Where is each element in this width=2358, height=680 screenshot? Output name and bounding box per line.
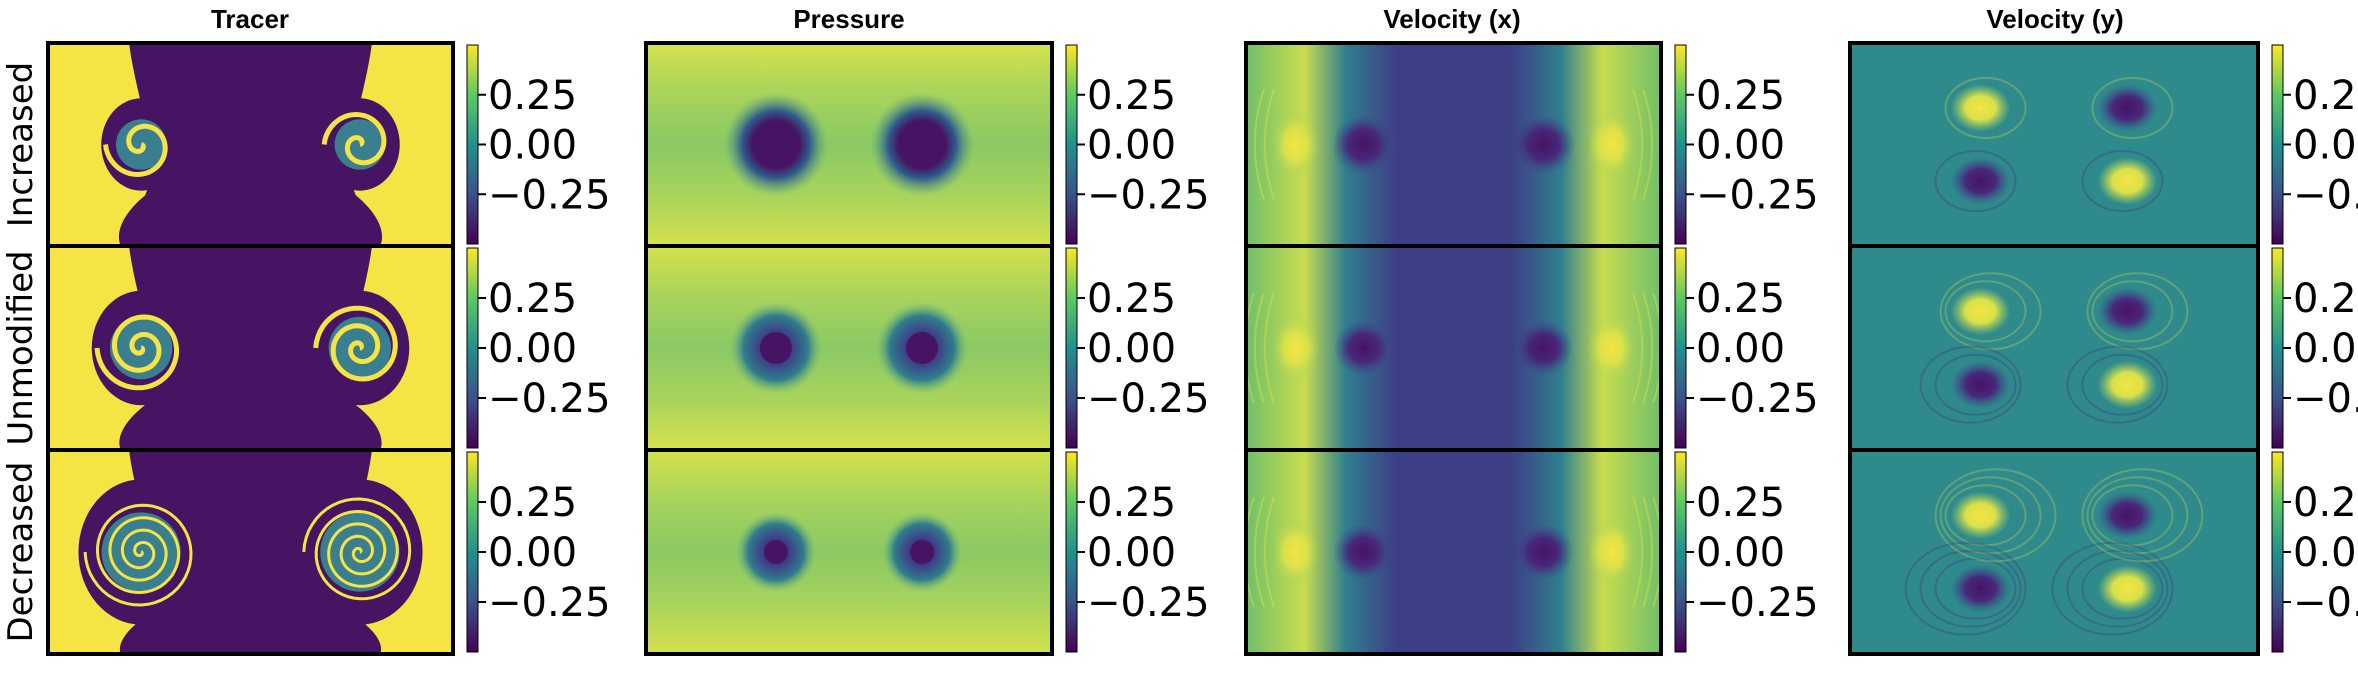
colorbar-gradient — [2271, 44, 2284, 245]
column-title-vx: Velocity (x) — [1383, 4, 1520, 34]
column-title-pressure: Pressure — [793, 4, 904, 34]
colorbar-gradient — [2271, 247, 2284, 449]
colorbar-tick-label: 0.00 — [1696, 326, 1785, 372]
colorbar-tick-label: −0.25 — [1087, 580, 1210, 626]
colorbar-tick-label: 0.25 — [488, 480, 577, 526]
colorbar-vy-unmodified: 0.250.00−0.25 — [2271, 247, 2358, 449]
colorbar-tick-label: 0.00 — [1087, 326, 1176, 372]
colorbar-gradient — [1065, 44, 1078, 245]
colorbar-tick-label: −0.25 — [1087, 376, 1210, 422]
panel-border — [644, 448, 1054, 656]
colorbar-tick-label: 0.00 — [1696, 530, 1785, 576]
colorbar-tracer-decreased: 0.250.00−0.25 — [466, 451, 611, 653]
panel-vx-decreased — [1246, 450, 1661, 654]
colorbar-tracer-unmodified: 0.250.00−0.25 — [466, 247, 611, 449]
colorbar-tracer-increased: 0.250.00−0.25 — [466, 44, 611, 245]
colorbar-tick-label: −0.25 — [488, 376, 611, 422]
panel-vx-unmodified — [1246, 246, 1661, 450]
row-label-decreased: Decreased — [1, 462, 41, 643]
colorbar-tick-label: 0.25 — [2293, 73, 2358, 119]
colorbar-vx-unmodified: 0.250.00−0.25 — [1674, 247, 1819, 449]
colorbar-tick-label: −0.25 — [2293, 172, 2358, 218]
tracer-column — [119, 246, 382, 450]
colorbar-tick-label: −0.25 — [1696, 376, 1819, 422]
colorbar-gradient — [1065, 247, 1078, 449]
colorbar-tick-label: 0.00 — [1087, 123, 1176, 169]
colorbar-tick-label: 0.00 — [1087, 530, 1176, 576]
colorbar-vx-increased: 0.250.00−0.25 — [1674, 44, 1819, 245]
colorbar-tick-label: 0.25 — [2293, 276, 2358, 322]
colorbar-tick-label: −0.25 — [1696, 172, 1819, 218]
colorbar-tick-label: 0.25 — [1696, 480, 1785, 526]
colorbar-tick-label: 0.25 — [1696, 73, 1785, 119]
panel-border — [1848, 448, 2260, 656]
colorbar-tick-label: −0.25 — [488, 580, 611, 626]
colorbar-tick-label: 0.25 — [488, 276, 577, 322]
colorbar-tick-label: 0.00 — [2293, 123, 2358, 169]
colorbar-tick-label: 0.00 — [2293, 326, 2358, 372]
colorbar-gradient — [1674, 44, 1687, 245]
colorbar-tick-label: −0.25 — [1696, 580, 1819, 626]
panel-vx-increased — [1246, 43, 1661, 246]
panel-tracer-unmodified — [48, 246, 453, 450]
colorbar-vy-increased: 0.250.00−0.25 — [2271, 44, 2358, 245]
panel-pressure-increased — [646, 43, 1052, 246]
colorbar-gradient — [1674, 451, 1687, 653]
panel-vy-decreased — [1850, 450, 2258, 654]
colorbar-gradient — [1674, 247, 1687, 449]
row-label-unmodified: Unmodified — [1, 250, 41, 445]
colorbar-pressure-decreased: 0.250.00−0.25 — [1065, 451, 1210, 653]
panel-vy-unmodified — [1850, 246, 2258, 450]
column-title-vy: Velocity (y) — [1986, 4, 2123, 34]
colorbar-vy-decreased: 0.250.00−0.25 — [2271, 451, 2358, 653]
colorbar-gradient — [2271, 451, 2284, 653]
colorbar-tick-label: 0.25 — [1087, 480, 1176, 526]
colorbar-tick-label: 0.00 — [488, 326, 577, 372]
panel-border — [46, 448, 455, 656]
colorbar-tick-label: 0.00 — [1696, 123, 1785, 169]
tracer-column — [118, 43, 383, 246]
colorbar-tick-label: −0.25 — [2293, 580, 2358, 626]
colorbar-tick-label: 0.25 — [488, 73, 577, 119]
column-title-tracer: Tracer — [211, 4, 289, 34]
colorbar-gradient — [466, 451, 479, 653]
colorbar-gradient — [466, 44, 479, 245]
colorbar-vx-decreased: 0.250.00−0.25 — [1674, 451, 1819, 653]
colorbar-gradient — [466, 247, 479, 449]
colorbar-tick-label: −0.25 — [488, 172, 611, 218]
panel-tracer-decreased — [48, 450, 453, 654]
panel-pressure-unmodified — [646, 246, 1052, 450]
panel-pressure-decreased — [646, 450, 1052, 654]
panel-vy-increased — [1850, 43, 2258, 246]
colorbar-tick-label: 0.00 — [488, 530, 577, 576]
colorbar-tick-label: 0.25 — [2293, 480, 2358, 526]
colorbar-tick-label: −0.25 — [1087, 172, 1210, 218]
row-label-increased: Increased — [1, 62, 41, 227]
colorbar-pressure-increased: 0.250.00−0.25 — [1065, 44, 1210, 245]
colorbar-tick-label: 0.25 — [1087, 73, 1176, 119]
colorbar-tick-label: 0.00 — [488, 123, 577, 169]
colorbar-gradient — [1065, 451, 1078, 653]
panel-tracer-increased — [48, 43, 453, 246]
colorbar-tick-label: 0.25 — [1696, 276, 1785, 322]
colorbar-tick-label: 0.00 — [2293, 530, 2358, 576]
colorbar-pressure-unmodified: 0.250.00−0.25 — [1065, 247, 1210, 449]
panel-border — [1244, 448, 1663, 656]
colorbar-tick-label: −0.25 — [2293, 376, 2358, 422]
colorbar-tick-label: 0.25 — [1087, 276, 1176, 322]
